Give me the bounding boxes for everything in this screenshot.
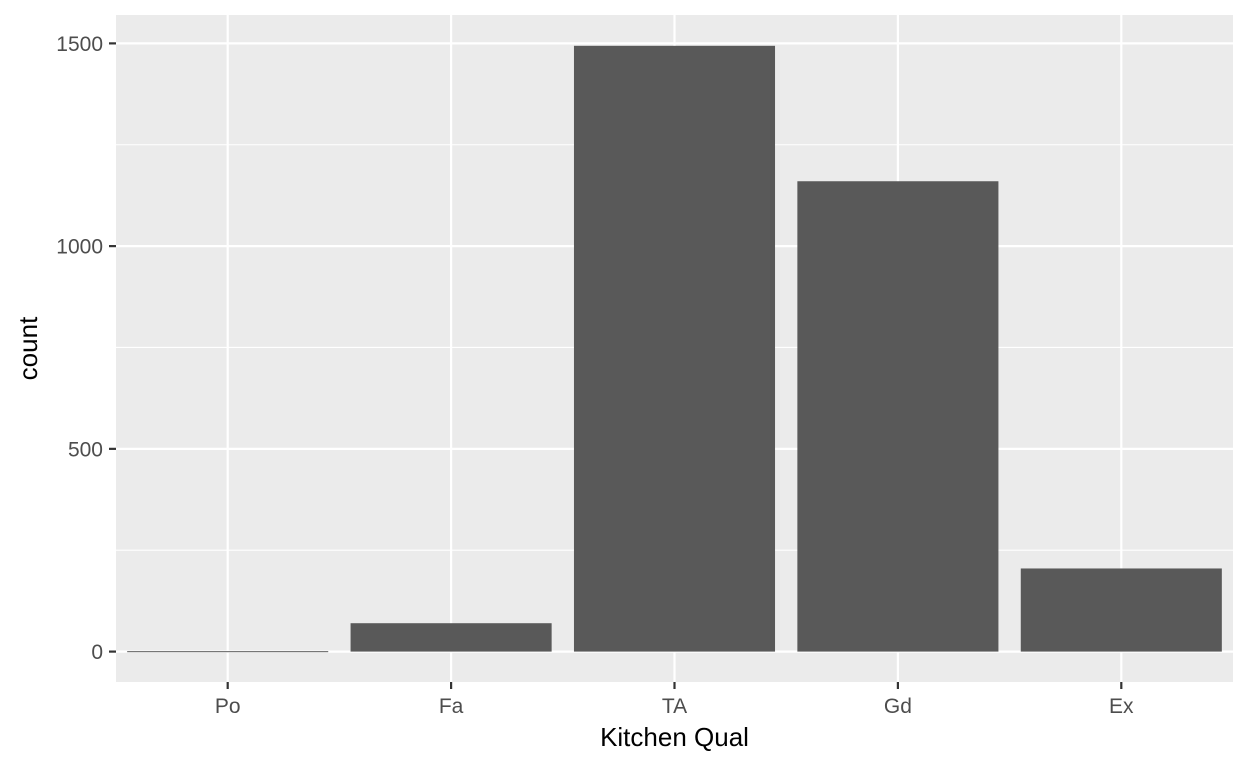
bar-fa <box>350 623 552 652</box>
bar-ta <box>573 45 776 652</box>
x-axis: Po Fa TA Gd Ex <box>215 682 1134 718</box>
x-axis-title: Kitchen Qual <box>600 722 749 752</box>
y-tick-label: 0 <box>91 641 103 664</box>
x-tick-label: Gd <box>884 695 912 718</box>
y-tick-label: 500 <box>68 438 103 461</box>
x-tick-label: TA <box>662 695 687 718</box>
y-tick-label: 1000 <box>56 236 103 259</box>
x-tick-label: Ex <box>1109 695 1134 718</box>
bar-gd <box>797 181 999 652</box>
x-tick-label: Fa <box>439 695 464 718</box>
y-axis: 0 500 1000 1500 <box>56 33 116 664</box>
bars <box>127 45 1222 653</box>
bar-ex <box>1020 568 1222 652</box>
y-axis-title: count <box>13 316 43 380</box>
bar-po <box>127 651 329 653</box>
x-tick-label: Po <box>215 695 241 718</box>
y-tick-label: 1500 <box>56 33 103 56</box>
